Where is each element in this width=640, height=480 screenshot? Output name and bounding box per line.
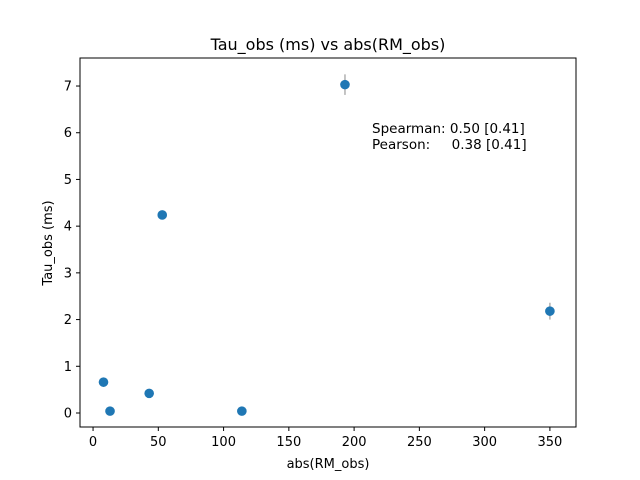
- axis-ticks: 0 50 100 150 200 250 300 350 0 1 2 3 4 5 6 7: [64, 80, 563, 450]
- x-tick-label: 250: [407, 435, 432, 450]
- data-point: [105, 406, 115, 416]
- plot-frame: [79, 57, 577, 428]
- x-axis-label: abs(RM_obs): [287, 457, 370, 472]
- chart-title: Tau_obs (ms) vs abs(RM_obs): [210, 35, 446, 55]
- x-tick-label: 350: [537, 435, 562, 450]
- x-tick-label: 150: [276, 435, 301, 450]
- data-point: [157, 210, 168, 220]
- y-tick-label: 7: [64, 80, 72, 95]
- y-tick-label: 6: [64, 126, 72, 141]
- y-tick-label: 4: [64, 220, 72, 235]
- x-tick-label: 200: [342, 435, 367, 450]
- data-point: [545, 306, 555, 316]
- data-point: [237, 406, 247, 416]
- y-tick-label: 0: [64, 406, 72, 421]
- pearson-annotation: Pearson: 0.38 [0.41]: [372, 137, 527, 153]
- data-point: [340, 79, 350, 90]
- x-tick-label: 100: [211, 435, 236, 450]
- data-points: [98, 79, 555, 416]
- y-tick-label: 1: [64, 360, 72, 375]
- x-tick-label: 50: [150, 435, 167, 450]
- spearman-annotation: Spearman: 0.50 [0.41]: [372, 121, 525, 137]
- y-tick-label: 3: [64, 266, 72, 281]
- x-tick-label: 300: [472, 435, 497, 450]
- x-tick-label: 0: [89, 435, 97, 450]
- data-point: [98, 377, 109, 387]
- y-axis-label: Tau_obs (ms): [41, 200, 56, 286]
- data-point: [144, 388, 154, 399]
- y-tick-label: 2: [64, 313, 72, 328]
- y-tick-label: 5: [64, 173, 72, 188]
